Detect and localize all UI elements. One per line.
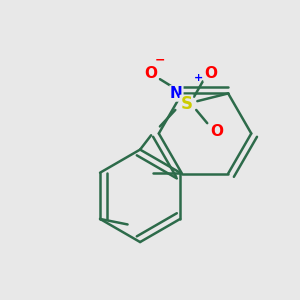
Text: O: O bbox=[211, 124, 224, 140]
Text: +: + bbox=[194, 73, 203, 83]
Text: N: N bbox=[170, 86, 183, 101]
Text: −: − bbox=[155, 54, 165, 67]
Text: O: O bbox=[145, 66, 158, 81]
Text: O: O bbox=[204, 66, 217, 81]
Text: S: S bbox=[180, 95, 192, 113]
